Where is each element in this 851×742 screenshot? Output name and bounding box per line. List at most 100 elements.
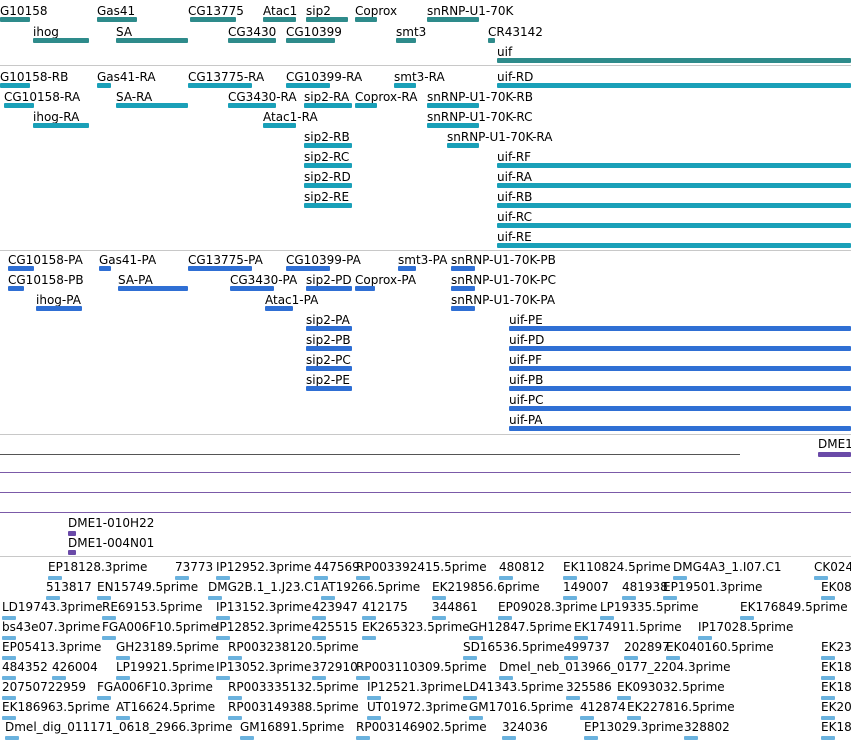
- feature-label[interactable]: smt3-RA: [394, 70, 445, 84]
- est-label[interactable]: 149007: [563, 580, 609, 594]
- feature-label[interactable]: snRNP-U1-70K-PC: [451, 273, 557, 287]
- est-glyph[interactable]: [821, 696, 835, 700]
- est-glyph[interactable]: [216, 576, 230, 580]
- est-label[interactable]: 412175: [362, 600, 408, 614]
- est-glyph[interactable]: [432, 596, 446, 600]
- feature-label[interactable]: SA-RA: [116, 90, 153, 104]
- est-label[interactable]: FGA006F10.5prime: [102, 620, 218, 634]
- feature-glyph[interactable]: [306, 366, 352, 371]
- feature-label[interactable]: Coprox-RA: [355, 90, 418, 104]
- est-label[interactable]: EK040160.5prime: [666, 640, 774, 654]
- est-label[interactable]: EK20: [821, 700, 851, 714]
- feature-label[interactable]: uif-PC: [509, 393, 544, 407]
- est-label[interactable]: EK176849.5prime: [740, 600, 848, 614]
- feature-label[interactable]: Gas41-RA: [97, 70, 156, 84]
- feature-label[interactable]: Coprox: [355, 4, 398, 18]
- est-label[interactable]: 202897: [624, 640, 670, 654]
- est-glyph[interactable]: [821, 656, 835, 660]
- feature-glyph[interactable]: [33, 38, 89, 43]
- est-glyph[interactable]: [46, 596, 60, 600]
- feature-label[interactable]: SA-PA: [118, 273, 153, 287]
- feature-label[interactable]: uif-PB: [509, 373, 544, 387]
- feature-glyph[interactable]: [68, 550, 76, 555]
- est-label[interactable]: 426004: [52, 660, 98, 674]
- feature-label[interactable]: CG3430: [228, 25, 277, 39]
- feature-label[interactable]: CG13775-PA: [188, 253, 263, 267]
- feature-label[interactable]: snRNP-U1-70K-PA: [451, 293, 556, 307]
- est-label[interactable]: EK18: [821, 680, 851, 694]
- est-glyph[interactable]: [314, 576, 328, 580]
- est-glyph[interactable]: [102, 636, 116, 640]
- feature-glyph[interactable]: [304, 103, 352, 108]
- est-label[interactable]: 324036: [502, 720, 548, 734]
- feature-label[interactable]: Coprox-PA: [355, 273, 417, 287]
- est-label[interactable]: IP12952.3prime: [216, 560, 312, 574]
- est-label[interactable]: EK093032.5prime: [617, 680, 725, 694]
- est-glyph[interactable]: [2, 716, 16, 720]
- feature-glyph[interactable]: [497, 223, 851, 228]
- feature-label[interactable]: uif-PA: [509, 413, 543, 427]
- est-label[interactable]: RP003335132.5prime: [228, 680, 359, 694]
- est-label[interactable]: IP13152.3prime: [216, 600, 312, 614]
- feature-label[interactable]: uif-RD: [497, 70, 534, 84]
- est-label[interactable]: AT19266.5prime: [321, 580, 421, 594]
- feature-glyph[interactable]: [427, 123, 479, 128]
- est-glyph[interactable]: [821, 676, 835, 680]
- feature-label[interactable]: CR43142: [488, 25, 543, 39]
- est-label[interactable]: EK186963.5prime: [2, 700, 110, 714]
- est-glyph[interactable]: [566, 696, 580, 700]
- feature-label[interactable]: DME1: [818, 437, 851, 451]
- feature-glyph[interactable]: [488, 38, 495, 43]
- est-label[interactable]: EP05413.3prime: [2, 640, 102, 654]
- feature-glyph[interactable]: [99, 266, 111, 271]
- feature-glyph[interactable]: [304, 183, 352, 188]
- est-label[interactable]: 484352: [2, 660, 48, 674]
- est-label[interactable]: 480812: [499, 560, 545, 574]
- est-glyph[interactable]: [208, 596, 222, 600]
- est-label[interactable]: CK024: [814, 560, 851, 574]
- feature-glyph[interactable]: [304, 203, 352, 208]
- est-glyph[interactable]: [821, 596, 835, 600]
- feature-glyph[interactable]: [396, 38, 416, 43]
- feature-glyph[interactable]: [188, 83, 252, 88]
- est-glyph[interactable]: [663, 596, 677, 600]
- feature-glyph[interactable]: [33, 123, 89, 128]
- feature-glyph[interactable]: [306, 286, 352, 291]
- est-glyph[interactable]: [580, 716, 594, 720]
- est-glyph[interactable]: [312, 676, 326, 680]
- feature-glyph[interactable]: [265, 306, 293, 311]
- feature-label[interactable]: ihog-PA: [36, 293, 81, 307]
- feature-glyph[interactable]: [0, 17, 30, 22]
- feature-label[interactable]: DME1-004N01: [68, 536, 155, 550]
- feature-glyph[interactable]: [509, 366, 851, 371]
- feature-glyph[interactable]: [447, 143, 479, 148]
- feature-glyph[interactable]: [497, 183, 851, 188]
- feature-label[interactable]: G10158-RB: [0, 70, 69, 84]
- est-label[interactable]: EK08: [821, 580, 851, 594]
- est-glyph[interactable]: [228, 696, 242, 700]
- est-glyph[interactable]: [584, 736, 598, 740]
- est-label[interactable]: 447569: [314, 560, 360, 574]
- feature-glyph[interactable]: [190, 17, 236, 22]
- feature-glyph[interactable]: [497, 243, 851, 248]
- feature-label[interactable]: ihog-RA: [33, 110, 80, 124]
- feature-glyph[interactable]: [97, 83, 111, 88]
- est-label[interactable]: 325586: [566, 680, 612, 694]
- feature-label[interactable]: CG10399: [286, 25, 342, 39]
- est-label[interactable]: EK265323.5prime: [362, 620, 470, 634]
- est-glyph[interactable]: [600, 616, 614, 620]
- est-glyph[interactable]: [116, 676, 130, 680]
- est-label[interactable]: IP13052.3prime: [216, 660, 312, 674]
- est-glyph[interactable]: [362, 616, 376, 620]
- feature-glyph[interactable]: [509, 346, 851, 351]
- feature-glyph[interactable]: [398, 266, 416, 271]
- feature-label[interactable]: uif: [497, 45, 513, 59]
- est-glyph[interactable]: [432, 616, 446, 620]
- est-label[interactable]: bs43e07.3prime: [2, 620, 101, 634]
- feature-glyph[interactable]: [394, 83, 416, 88]
- feature-label[interactable]: CG3430-PA: [230, 273, 298, 287]
- est-label[interactable]: EN15749.5prime: [97, 580, 199, 594]
- feature-label[interactable]: CG13775: [188, 4, 244, 18]
- est-label[interactable]: DMG4A3_1.I07.C1: [673, 560, 782, 574]
- est-label[interactable]: RP003149388.5prime: [228, 700, 359, 714]
